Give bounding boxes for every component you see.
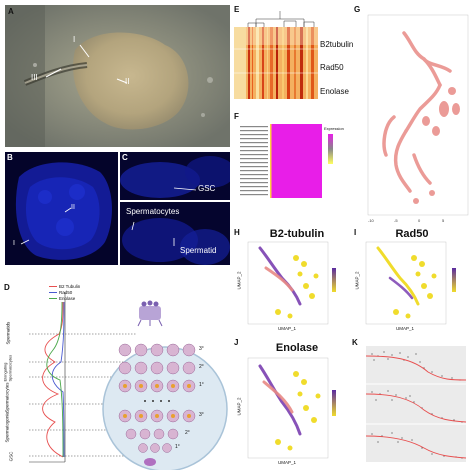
umap-g-ticks: -10 -5 0 5 [368,218,445,223]
panel-j-image [247,357,336,459]
legend-item-b2tubulin: B2 Tubulin [49,284,80,290]
panel-f-image [240,124,333,198]
panel-j-ylabel: UMAP_2 [236,397,242,416]
panel-c-top: C GSC [120,152,230,200]
panel-h-colorbar [332,268,336,292]
panel-a-letter: A [8,7,14,16]
panel-i: I Rad50 UMAP_1 UMAP_2 [352,228,470,336]
panel-a-image [5,5,230,147]
panel-h-image [247,241,336,325]
panel-g-umap: G -10 -5 0 5 [354,5,472,225]
panel-i-letter: I [354,228,357,237]
panel-e-image [234,11,318,99]
panel-c-letter: C [122,153,128,162]
panel-d-legend: B2 Tubulin Rad50 Enolase [49,284,80,302]
roman-1-upper: 1° [199,382,204,388]
label-region-iii: III [31,73,38,82]
roman-3-upper: 3° [199,346,204,352]
panel-k-trend-3 [365,435,467,459]
umap-g-clusters [382,31,452,193]
panel-b-image [5,152,118,265]
roman-2-lower: 2° [185,430,190,436]
legend-item-enolase: Enolase [49,296,80,302]
panel-h-ylabel: UMAP_2 [236,271,242,290]
panel-k-letter: K [352,338,358,347]
panel-h-title: B2-tubulin [269,228,325,240]
panel-c-top-image [120,152,230,200]
panel-k-trend-2 [365,393,467,423]
expression-colorbar [328,134,333,164]
panel-k: K [352,338,470,470]
panel-a-micrograph: A I III II [5,5,230,147]
legend-item-rad50: Rad50 [49,290,80,296]
panel-i-title: Rad50 [395,228,429,240]
svg-text:-5: -5 [394,218,398,223]
panel-h-xlabel: UMAP_1 [278,326,297,331]
label-gsc: GSC [198,184,216,193]
panel-i-colorbar [452,268,456,292]
panel-b-letter: B [7,153,13,162]
panel-i-ylabel: UMAP_2 [354,271,360,290]
panel-j-letter: J [234,338,239,347]
panel-c-bottom: Spermatocytes Spermatid [120,202,230,265]
panel-e-heatmap: E B2tubulin Rad50 Enolase [234,5,354,110]
expression-legend-title: Expression [324,126,344,131]
hub-cell-icon [137,300,163,327]
panel-e-letter: E [234,5,240,14]
panel-j: J Enolase UMAP_1 UMAP_2 [234,338,349,470]
gene-label-enolase: Enolase [320,87,349,96]
label-b-i: I [13,240,15,247]
svg-text:-10: -10 [368,218,375,223]
svg-text:5: 5 [442,218,445,223]
gene-label-rad50: Rad50 [320,63,344,72]
panel-j-xlabel: UMAP_1 [278,460,297,465]
magenta-block [270,124,322,198]
panel-d: D B2 Tubulin Rad50 Enolase Spermatids El… [3,282,228,470]
curve-enolase [46,301,64,458]
label-region-i: I [73,35,76,44]
panel-f-letter: F [234,112,239,121]
panel-k-image [365,346,467,462]
panel-j-title: Enolase [275,342,319,354]
label-spermatid: Spermatid [180,246,217,255]
label-region-ii: II [125,77,130,86]
panel-h: H B2-tubulin UMAP_1 UMAP_2 [234,228,349,336]
panel-g-letter: G [354,5,361,14]
panel-d-letter: D [4,283,10,292]
panel-k-trend-1 [365,355,467,381]
roman-3-lower: 3° [199,412,204,418]
panel-d-drawing [29,292,228,470]
roman-1-lower: 1° [175,444,180,450]
panel-b-fluorescence: B II I [5,152,118,265]
cell-cluster-icon [118,343,196,466]
panel-i-image [365,241,456,325]
curve-rad50 [51,301,65,458]
panel-f-expression: F Expression [234,112,354,220]
heatmap-row-sidebar [234,27,246,99]
roman-2-upper: 2° [199,364,204,370]
gene-label-b2tubulin: B2tubulin [320,40,354,49]
panel-g-image: -10 -5 0 5 [367,14,469,223]
svg-text:0: 0 [418,218,421,223]
panel-h-letter: H [234,228,240,237]
label-spermatocytes: Spermatocytes [126,207,180,216]
heatmap-stripes [248,27,314,99]
panel-j-colorbar [332,390,336,416]
label-b-ii: II [71,204,75,211]
panel-i-xlabel: UMAP_1 [396,326,415,331]
panel-c-bottom-image [120,202,230,265]
